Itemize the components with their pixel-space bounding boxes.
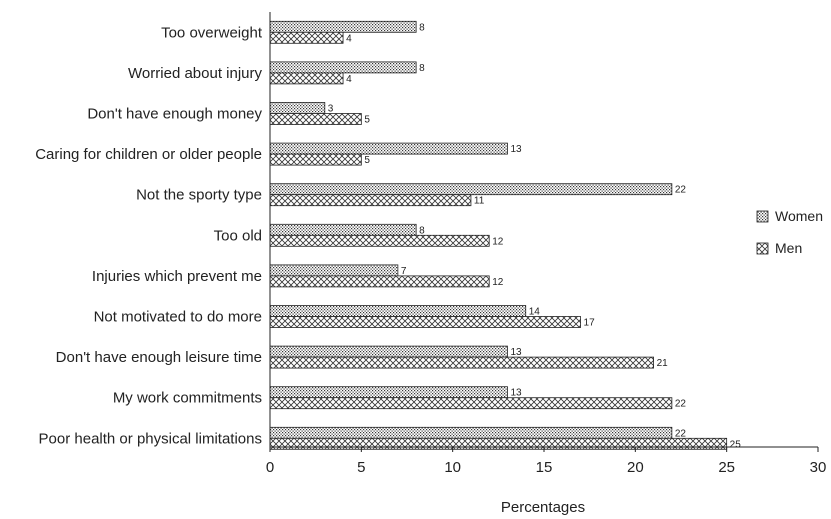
bar-men [269, 275, 490, 288]
bar-women [269, 102, 326, 114]
x-tick-label: 0 [266, 459, 274, 476]
data-label: 8 [419, 63, 425, 74]
bar-men [269, 31, 344, 44]
x-axis: 0 5 10 15 20 25 30 [266, 12, 827, 476]
bar-men [269, 194, 472, 207]
data-label: 11 [474, 196, 485, 207]
data-label: 21 [657, 358, 669, 369]
category-label: Don't have enough leisure time [56, 349, 262, 366]
category-label: Injuries which prevent me [92, 268, 262, 285]
category-label: Don't have enough money [87, 106, 262, 123]
bar-men [269, 437, 728, 450]
data-label: 5 [364, 155, 370, 166]
bar-women [269, 142, 508, 155]
data-label: 14 [529, 307, 541, 318]
legend-label-men: Men [775, 240, 802, 256]
category-label: My work commitments [113, 390, 262, 407]
x-axis-label: Percentages [501, 499, 585, 516]
data-label: 22 [675, 185, 687, 196]
bar-women [269, 386, 508, 399]
x-tick-label: 30 [810, 459, 827, 476]
bar-men [269, 397, 673, 410]
data-label: 13 [510, 144, 522, 155]
bar-women [269, 305, 527, 317]
data-label: 13 [510, 388, 522, 399]
bars-group [269, 20, 728, 450]
value-labels-group: 8 4 8 4 3 5 13 5 22 11 8 12 7 12 14 17 13 21 13 22 22 25 [328, 22, 741, 450]
category-label: Not motivated to do more [94, 309, 262, 326]
data-label: 7 [401, 266, 407, 277]
data-label: 5 [364, 115, 370, 126]
data-label: 22 [675, 428, 687, 439]
category-label: Too old [214, 227, 262, 244]
legend-swatch-men [756, 242, 769, 255]
bar-men [269, 153, 362, 166]
data-label: 3 [328, 104, 334, 115]
legend-swatch-women [756, 210, 769, 223]
data-label: 25 [730, 439, 742, 450]
category-label: Worried about injury [128, 65, 262, 82]
bar-women [269, 61, 417, 74]
bar-men [269, 316, 581, 328]
bar-men [269, 234, 490, 247]
category-label: Poor health or physical limitations [39, 430, 262, 447]
data-label: 8 [419, 22, 425, 33]
data-label: 12 [492, 236, 504, 247]
data-label: 22 [675, 399, 687, 410]
category-label: Caring for children or older people [35, 146, 262, 163]
x-tick-label: 5 [357, 459, 365, 476]
data-label: 8 [419, 225, 425, 236]
legend-label-women: Women [775, 208, 823, 224]
data-label: 17 [584, 318, 596, 329]
bar-women [269, 426, 673, 439]
bar-men [269, 113, 362, 125]
category-labels-group: Too overweight Worried about injury Don't … [35, 24, 263, 447]
bar-men [269, 72, 344, 85]
legend: Women Men [756, 208, 823, 256]
data-label: 12 [492, 277, 504, 288]
data-label: 4 [346, 74, 352, 85]
data-label: 4 [346, 33, 352, 44]
x-tick-label: 25 [718, 459, 735, 476]
x-tick-label: 10 [444, 459, 461, 476]
category-label: Too overweight [161, 24, 263, 41]
data-label: 13 [510, 347, 522, 358]
bar-women [269, 264, 399, 277]
category-label: Not the sporty type [136, 187, 262, 204]
bar-women [269, 183, 673, 196]
bar-women [269, 223, 417, 236]
bar-men [269, 356, 655, 369]
bar-women [269, 20, 417, 33]
x-tick-label: 20 [627, 459, 644, 476]
bar-women [269, 345, 508, 358]
x-tick-label: 15 [536, 459, 553, 476]
